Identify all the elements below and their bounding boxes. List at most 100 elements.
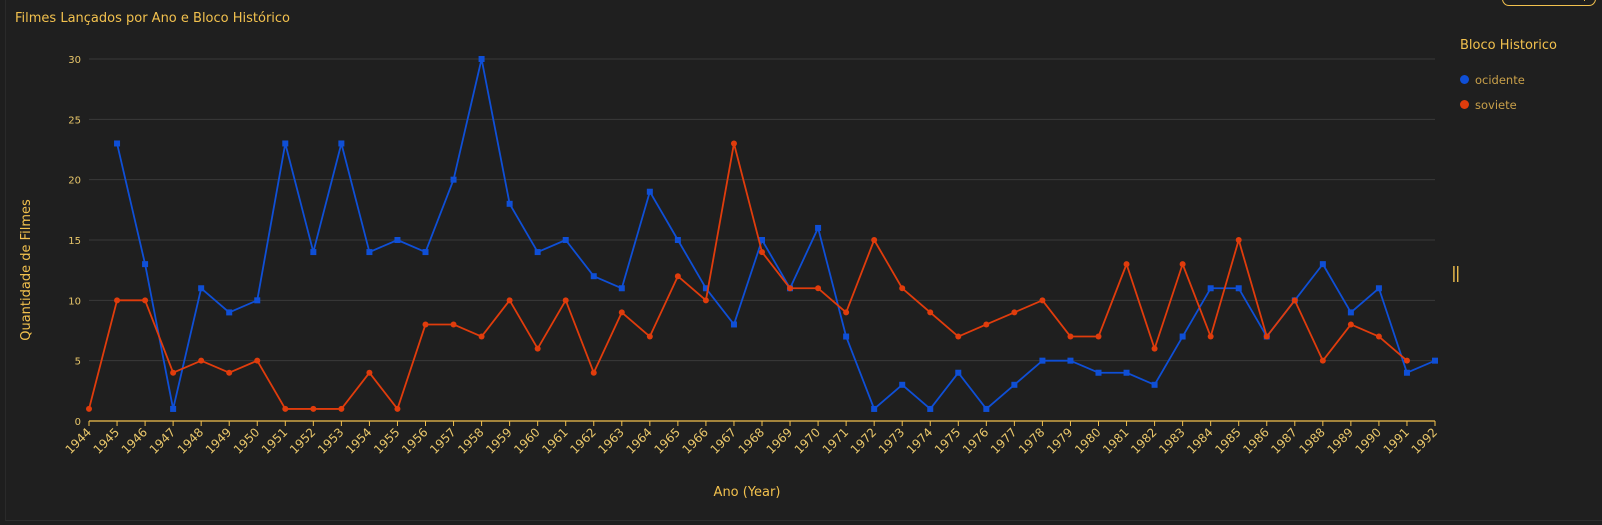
x-tick-label: 1983: [1156, 425, 1187, 456]
y-axis-label: Quantidade de Filmes: [19, 199, 34, 341]
data-point-soviete: [198, 357, 205, 364]
data-point-ocidente: [226, 309, 233, 316]
data-point-soviete: [478, 333, 485, 340]
x-tick-label: 1968: [736, 425, 767, 456]
x-tick-label: 1988: [1296, 425, 1327, 456]
data-point-ocidente: [1039, 357, 1046, 364]
data-point-soviete: [955, 333, 962, 340]
data-point-ocidente: [1067, 357, 1074, 364]
legend-marker-soviete: [1460, 100, 1469, 109]
x-tick-label: 1947: [147, 425, 178, 456]
data-point-soviete: [759, 249, 765, 256]
data-point-ocidente: [815, 224, 822, 231]
data-point-ocidente: [1319, 261, 1326, 268]
legend-label-soviete: soviete: [1475, 97, 1517, 112]
data-point-soviete: [815, 285, 822, 292]
data-point-ocidente: [871, 405, 878, 412]
data-point-soviete: [646, 333, 653, 340]
x-tick-label: 1945: [91, 425, 122, 456]
x-tick-label: 1950: [231, 425, 262, 456]
data-point-ocidente: [1432, 357, 1438, 364]
data-point-soviete: [1347, 321, 1354, 328]
data-point-soviete: [618, 309, 625, 316]
data-point-ocidente: [702, 285, 709, 292]
legend-item-soviete[interactable]: soviete: [1460, 92, 1557, 117]
x-tick-label: 1986: [1240, 425, 1271, 456]
x-tick-label: 1982: [1128, 425, 1159, 456]
data-point-soviete: [86, 405, 92, 412]
data-point-soviete: [254, 357, 261, 364]
data-point-ocidente: [983, 405, 990, 412]
x-tick-label: 1977: [988, 425, 1019, 456]
data-point-ocidente: [1207, 285, 1214, 292]
data-point-ocidente: [1403, 369, 1410, 376]
data-point-soviete: [1207, 333, 1214, 340]
data-point-ocidente: [590, 273, 597, 280]
x-tick-label: 1979: [1044, 425, 1075, 456]
data-point-ocidente: [759, 237, 765, 243]
legend: Bloco Historico ocidente soviete: [1460, 38, 1557, 117]
x-tick-label: 1955: [371, 425, 402, 456]
series-lines: [86, 56, 1438, 412]
y-tick-label: 5: [75, 357, 81, 368]
resize-handle-icon[interactable]: ‖: [1451, 263, 1461, 282]
chart-menu-button[interactable]: ⋮: [1502, 0, 1596, 6]
x-tick-label: 1978: [1016, 425, 1047, 456]
data-point-soviete: [310, 405, 317, 412]
data-point-soviete: [1235, 237, 1242, 243]
data-point-ocidente: [450, 176, 457, 183]
data-point-ocidente: [1375, 285, 1382, 292]
data-point-ocidente: [1123, 369, 1130, 376]
data-point-soviete: [730, 140, 737, 147]
x-tick-label: 1975: [932, 425, 963, 456]
data-point-ocidente: [394, 237, 401, 243]
x-axis-label: Ano (Year): [714, 485, 781, 500]
x-tick-label: 1970: [792, 425, 823, 456]
data-point-ocidente: [478, 56, 485, 62]
x-tick-label: 1948: [175, 425, 206, 456]
data-point-soviete: [226, 369, 233, 376]
x-tick-label: 1985: [1212, 425, 1243, 456]
x-tick-label: 1949: [203, 425, 234, 456]
data-point-soviete: [394, 405, 401, 412]
data-point-soviete: [1263, 333, 1270, 340]
x-tick-label: 1973: [876, 425, 907, 456]
data-point-soviete: [1291, 297, 1298, 304]
data-point-ocidente: [1235, 285, 1242, 292]
x-tick-label: 1954: [343, 425, 374, 456]
data-point-soviete: [366, 369, 373, 376]
x-tick-label: 1966: [680, 425, 711, 456]
data-point-soviete: [1403, 357, 1410, 364]
x-tick-label: 1963: [595, 425, 626, 456]
data-point-soviete: [1179, 261, 1186, 268]
data-point-soviete: [1375, 333, 1382, 340]
chart-title: Filmes Lançados por Ano e Bloco Históric…: [15, 11, 291, 26]
data-point-soviete: [590, 369, 597, 376]
data-point-ocidente: [1011, 381, 1018, 388]
data-point-soviete: [899, 285, 906, 292]
data-point-ocidente: [927, 405, 934, 412]
y-tick-label: 0: [75, 417, 81, 428]
x-tick-label: 1965: [651, 425, 682, 456]
x-tick-label: 1964: [623, 425, 654, 456]
x-tick-label: 1974: [904, 425, 935, 456]
x-tick-labels: 1944194519461947194819491950195119521953…: [63, 421, 1440, 457]
x-tick-label: 1956: [399, 425, 430, 456]
x-tick-label: 1961: [539, 425, 570, 456]
data-point-ocidente: [674, 237, 681, 243]
data-point-ocidente: [534, 249, 541, 256]
x-tick-label: 1989: [1324, 425, 1355, 456]
data-point-ocidente: [254, 297, 261, 304]
x-tick-label: 1972: [848, 425, 879, 456]
data-point-ocidente: [310, 249, 317, 256]
data-point-soviete: [1039, 297, 1046, 304]
x-tick-label: 1944: [63, 425, 94, 456]
x-tick-label: 1951: [259, 425, 290, 456]
data-point-soviete: [562, 297, 569, 304]
data-point-ocidente: [1179, 333, 1186, 340]
data-point-ocidente: [562, 237, 569, 243]
legend-item-ocidente[interactable]: ocidente: [1460, 67, 1557, 92]
data-point-soviete: [1067, 333, 1074, 340]
y-tick-label: 15: [68, 236, 81, 247]
